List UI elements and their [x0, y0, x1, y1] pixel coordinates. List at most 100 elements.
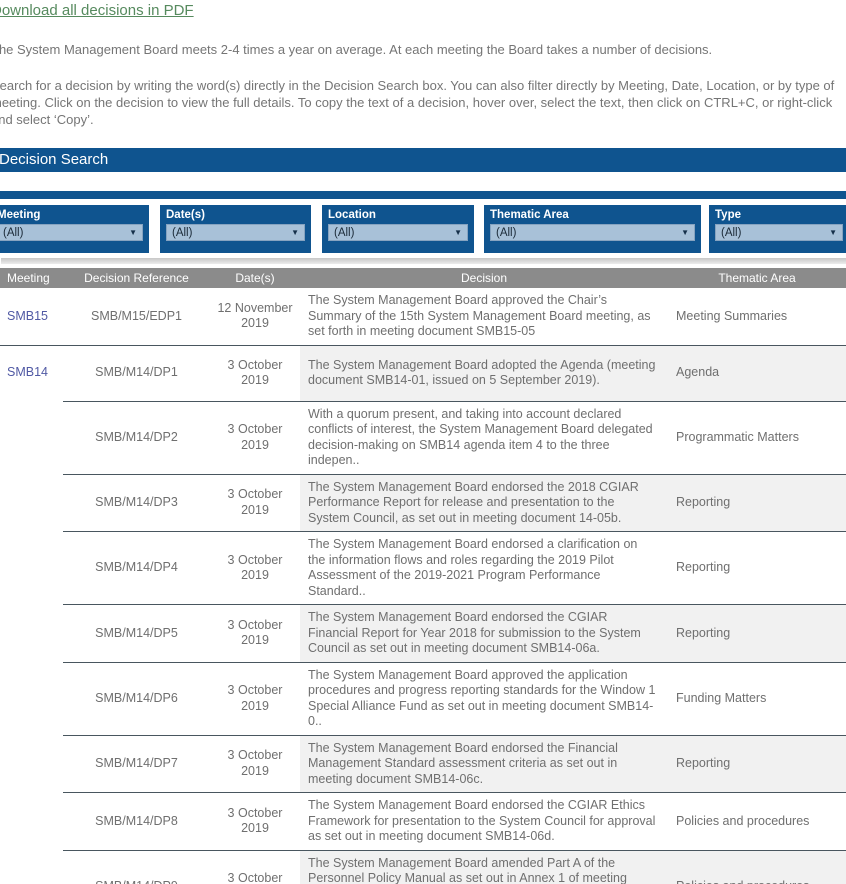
thematic-area-cell: Reporting: [668, 531, 846, 604]
decision-text-cell[interactable]: The System Management Board adopted the …: [300, 344, 668, 401]
table-row: SMB/M14/DP5 3 October 2019 The System Ma…: [0, 604, 846, 662]
filter-label: Type: [715, 209, 741, 221]
column-header-meeting: Meeting: [7, 271, 50, 285]
decision-text-cell[interactable]: The System Management Board endorsed the…: [300, 792, 668, 850]
meeting-cell: [0, 662, 63, 735]
thematic-area-cell: Policies and procedures: [668, 792, 846, 850]
filter-selected-value: (All): [721, 226, 742, 239]
filter-thematic-area: Thematic Area (All) ▼: [484, 205, 701, 253]
meeting-cell: [0, 604, 63, 662]
decision-reference-cell: SMB/M15/EDP1: [90, 308, 182, 323]
decision-text-cell[interactable]: The System Management Board amended Part…: [300, 849, 668, 884]
decision-text-cell[interactable]: The System Management Board endorsed the…: [300, 604, 668, 662]
decision-text-cell[interactable]: The System Management Board approved the…: [308, 293, 651, 338]
column-header-date-s-: Date(s): [235, 271, 275, 285]
chevron-down-icon: ▼: [681, 227, 689, 237]
chevron-down-icon: ▼: [829, 227, 837, 237]
filter-dropdown[interactable]: (All) ▼: [490, 224, 695, 241]
decision-search-title-bar: Decision Search: [0, 148, 846, 172]
filter-label: Date(s): [166, 209, 205, 221]
date-cell: 3 October 2019: [210, 344, 300, 401]
table-row: SMB/M14/DP3 3 October 2019 The System Ma…: [0, 473, 846, 532]
decision-reference-cell: SMB/M14/DP4: [63, 531, 210, 604]
filter-date-s-: Date(s) (All) ▼: [160, 205, 311, 253]
filter-label: Location: [328, 209, 376, 221]
table-row: SMB/M14/DP6 3 October 2019 The System Ma…: [0, 661, 846, 735]
filter-dropdown[interactable]: (All) ▼: [0, 224, 143, 241]
chevron-down-icon: ▼: [291, 227, 299, 237]
thematic-area-cell: Programmatic Matters: [668, 400, 846, 474]
filter-row: Meeting (All) ▼ Date(s) (All) ▼ Location…: [0, 205, 846, 253]
date-cell: 3 October 2019: [210, 604, 300, 662]
chevron-down-icon: ▼: [129, 227, 137, 237]
meeting-cell: [0, 792, 63, 850]
thematic-area-cell: Funding Matters: [668, 661, 846, 735]
decision-text-cell[interactable]: The System Management Board endorsed a c…: [300, 531, 668, 604]
filter-dropdown[interactable]: (All) ▼: [715, 224, 843, 241]
meeting-cell: SMB15: [0, 288, 63, 345]
decision-search-input[interactable]: [0, 172, 846, 191]
thematic-area-cell: Meeting Summaries: [676, 308, 788, 323]
thematic-area-cell: Reporting: [668, 734, 846, 792]
table-row: SMB/M14/DP9 3 October 2019 The System Ma…: [0, 849, 846, 884]
table-row: SMB/M14/DP4 3 October 2019 The System Ma…: [0, 531, 846, 604]
decision-reference-cell: SMB/M14/DP6: [63, 661, 210, 735]
decision-text-cell[interactable]: The System Management Board endorsed the…: [300, 473, 668, 531]
filter-meeting: Meeting (All) ▼: [0, 205, 149, 253]
date-cell: 3 October 2019: [210, 531, 300, 604]
decision-reference-cell: SMB/M14/DP1: [63, 344, 210, 401]
meeting-link[interactable]: SMB15: [7, 308, 48, 323]
decision-search-title: Decision Search: [0, 151, 109, 168]
filter-type: Type (All) ▼: [709, 205, 846, 253]
blue-divider-bar: [0, 191, 846, 199]
meeting-cell: [0, 735, 63, 793]
download-pdf-link[interactable]: Download all decisions in PDF: [0, 2, 194, 19]
filter-selected-value: (All): [3, 226, 24, 239]
column-header-decision: Decision: [460, 271, 508, 285]
meeting-cell: [0, 531, 63, 604]
filter-label: Thematic Area: [490, 209, 569, 221]
filter-dropdown[interactable]: (All) ▼: [328, 224, 468, 241]
date-cell: 3 October 2019: [210, 849, 300, 884]
table-row: SMB/M14/DP2 3 October 2019 With a quorum…: [0, 400, 846, 474]
table-row: SMB/M14/DP7 3 October 2019 The System Ma…: [0, 734, 846, 793]
thematic-area-cell: Reporting: [668, 473, 846, 531]
date-cell: 3 October 2019: [210, 792, 300, 850]
date-cell: 3 October 2019: [210, 661, 300, 735]
intro-paragraph-1: The System Management Board meets 2-4 ti…: [0, 42, 713, 57]
decision-reference-cell: SMB/M14/DP2: [63, 400, 210, 474]
decision-text-cell[interactable]: With a quorum present, and taking into a…: [300, 400, 668, 474]
filter-dropdown[interactable]: (All) ▼: [166, 224, 305, 241]
decision-reference-cell: SMB/M14/DP5: [63, 604, 210, 662]
intro-paragraph-2: Search for a decision by writing the wor…: [0, 78, 835, 127]
decision-reference-cell: SMB/M14/DP7: [63, 734, 210, 793]
date-cell: 3 October 2019: [210, 473, 300, 532]
meeting-cell: [0, 474, 63, 532]
table-header-row: Meeting Decision Reference Date(s) Decision…: [0, 268, 846, 288]
meeting-cell: SMB14: [0, 344, 63, 401]
column-header-decision-reference: Decision Reference: [84, 271, 189, 285]
meeting-cell: [0, 401, 63, 474]
filter-selected-value: (All): [172, 226, 193, 239]
filter-location: Location (All) ▼: [322, 205, 474, 253]
meeting-cell: [0, 850, 63, 884]
thematic-area-cell: Policies and procedures: [668, 849, 846, 884]
chevron-down-icon: ▼: [454, 227, 462, 237]
filter-selected-value: (All): [334, 226, 355, 239]
date-cell: 12 November 2019: [217, 300, 293, 331]
decision-text-cell[interactable]: The System Management Board approved the…: [300, 661, 668, 735]
column-header-thematic-area: Thematic Area: [718, 271, 796, 285]
table-row: SMB14 SMB/M14/DP1 3 October 2019 The Sys…: [0, 344, 846, 401]
decision-text-cell[interactable]: The System Management Board endorsed the…: [300, 734, 668, 792]
thematic-area-cell: Reporting: [668, 604, 846, 662]
meeting-link[interactable]: SMB14: [7, 365, 48, 380]
decision-reference-cell: SMB/M14/DP3: [63, 473, 210, 532]
table-row: SMB15 SMB/M15/EDP1 12 November 2019 The …: [0, 288, 846, 345]
decision-reference-cell: SMB/M14/DP9: [63, 849, 210, 884]
thematic-area-cell: Agenda: [668, 344, 846, 401]
table-row: SMB/M14/DP8 3 October 2019 The System Ma…: [0, 792, 846, 850]
decision-table: SMB15 SMB/M15/EDP1 12 November 2019 The …: [0, 288, 846, 884]
table-top-shadow: [1, 258, 846, 264]
filter-label: Meeting: [0, 209, 41, 221]
